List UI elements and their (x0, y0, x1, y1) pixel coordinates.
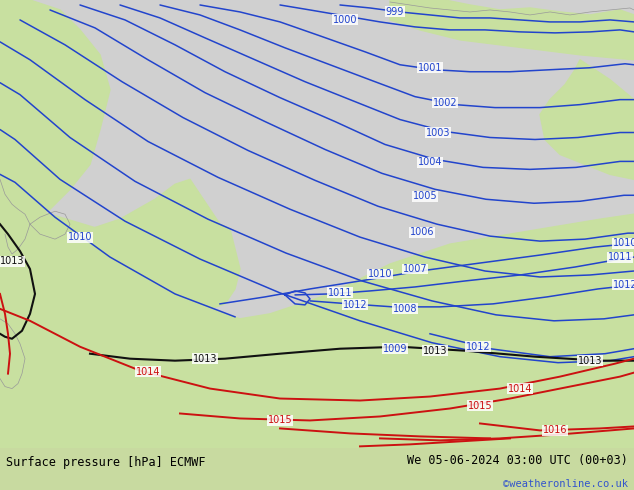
Polygon shape (0, 179, 240, 309)
Text: Surface pressure [hPa] ECMWF: Surface pressure [hPa] ECMWF (6, 456, 206, 469)
Text: 1013: 1013 (0, 256, 24, 266)
Text: 1007: 1007 (403, 264, 427, 274)
Text: 1013: 1013 (193, 354, 217, 364)
Polygon shape (0, 199, 160, 379)
Text: 1006: 1006 (410, 227, 434, 237)
Text: 1009: 1009 (383, 343, 407, 354)
Text: 1002: 1002 (432, 98, 457, 108)
Polygon shape (390, 0, 634, 60)
Text: 1008: 1008 (392, 304, 417, 314)
Text: We 05-06-2024 03:00 UTC (00+03): We 05-06-2024 03:00 UTC (00+03) (407, 454, 628, 467)
Text: ©weatheronline.co.uk: ©weatheronline.co.uk (503, 479, 628, 489)
Text: 1012: 1012 (343, 300, 367, 310)
Polygon shape (540, 60, 634, 179)
Text: 1011: 1011 (328, 288, 353, 298)
Text: 999: 999 (386, 7, 404, 17)
Text: 1015: 1015 (268, 416, 292, 425)
Text: 1005: 1005 (413, 191, 437, 201)
Text: 1011: 1011 (608, 252, 632, 262)
Text: 1001: 1001 (418, 63, 443, 73)
Text: 1010: 1010 (612, 238, 634, 248)
Text: 1003: 1003 (426, 127, 450, 138)
Bar (0, 319, 634, 448)
Text: 1012: 1012 (612, 280, 634, 290)
Text: 1010: 1010 (368, 269, 392, 279)
Polygon shape (130, 214, 634, 448)
Text: 1016: 1016 (543, 425, 567, 436)
Text: 1013: 1013 (578, 356, 602, 366)
Text: 1013: 1013 (423, 346, 447, 356)
Text: 1014: 1014 (136, 367, 160, 377)
Text: 1010: 1010 (68, 232, 93, 242)
Text: 1014: 1014 (508, 384, 533, 393)
Text: 1015: 1015 (468, 400, 493, 411)
Polygon shape (0, 0, 110, 219)
Text: 1012: 1012 (466, 342, 490, 352)
Text: 1004: 1004 (418, 157, 443, 168)
Text: 1000: 1000 (333, 15, 357, 25)
